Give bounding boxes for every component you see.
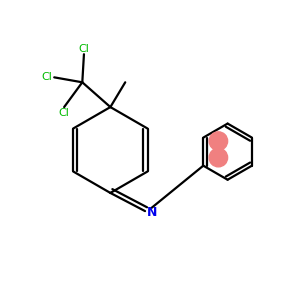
Text: Cl: Cl [42,72,52,82]
Text: N: N [147,206,157,219]
Circle shape [209,148,228,167]
Circle shape [209,132,228,150]
Text: Cl: Cl [59,108,70,118]
Text: Cl: Cl [79,44,89,54]
